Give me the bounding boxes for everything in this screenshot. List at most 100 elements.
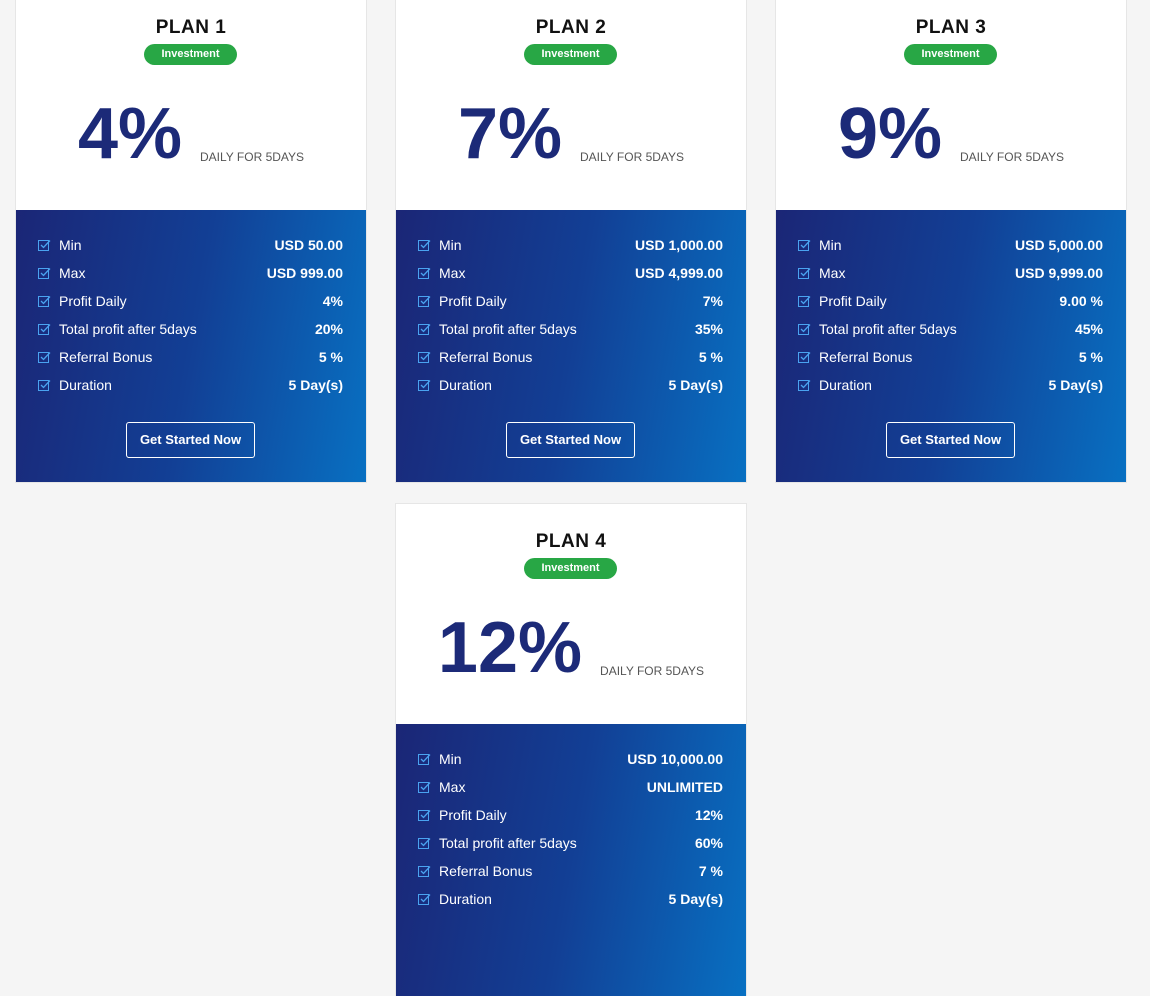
check-icon — [798, 351, 811, 363]
detail-label: Min — [439, 751, 462, 767]
detail-value: USD 50.00 — [274, 237, 343, 253]
detail-label: Duration — [819, 377, 872, 393]
detail-label: Profit Daily — [439, 807, 507, 823]
detail-value: 5 % — [698, 349, 723, 365]
detail-label: Total profit after 5days — [819, 321, 957, 337]
check-icon — [418, 379, 431, 391]
plan-card: PLAN 1 Investment 4% DAILY FOR 5DAYS Min USD … — [16, 0, 366, 482]
detail-label: Duration — [439, 377, 492, 393]
check-icon — [798, 267, 811, 279]
check-icon — [418, 239, 431, 251]
rate: 7% — [457, 94, 562, 174]
detail-label: Duration — [439, 891, 492, 907]
plan-card: PLAN 3 Investment 9% DAILY FOR 5DAYS Min USD … — [776, 0, 1126, 482]
detail-label: Min — [59, 237, 82, 253]
get-started-button[interactable]: Get Started Now — [506, 422, 635, 458]
check-icon — [418, 351, 431, 363]
get-started-button[interactable]: Get Started Now — [126, 422, 255, 458]
rate-row: 12% DAILY FOR 5DAYS — [396, 612, 746, 684]
detail-value: 12% — [694, 807, 723, 823]
detail-label: Max — [439, 265, 466, 281]
period: DAILY FOR 5DAYS — [960, 150, 1065, 164]
detail-label: Total profit after 5days — [439, 835, 577, 851]
detail-row: Profit Daily 7% — [418, 291, 723, 311]
check-icon — [798, 379, 811, 391]
detail-row: Total profit after 5days 35% — [418, 319, 723, 339]
detail-label: Referral Bonus — [59, 349, 153, 365]
rate: 4% — [77, 94, 182, 174]
check-icon — [418, 809, 431, 821]
detail-row: Referral Bonus 5 % — [418, 347, 723, 367]
plan-details: Min USD 5,000.00 Max USD 9,999.00 Profit Dai… — [776, 210, 1126, 482]
plan-details: Min USD 10,000.00 Max UNLIMITED Profit Daily… — [396, 724, 746, 996]
detail-label: Referral Bonus — [819, 349, 913, 365]
badge: Investment — [524, 44, 617, 65]
detail-value: 5 Day(s) — [288, 377, 343, 393]
check-icon — [38, 351, 51, 363]
plan-card: PLAN 2 Investment 7% DAILY FOR 5DAYS Min USD … — [396, 0, 746, 482]
detail-label: Max — [59, 265, 86, 281]
detail-row: Min USD 1,000.00 — [418, 235, 723, 255]
detail-value: 7% — [702, 293, 723, 309]
check-icon — [418, 781, 431, 793]
detail-label: Referral Bonus — [439, 349, 533, 365]
detail-label: Profit Daily — [439, 293, 507, 309]
check-icon — [418, 295, 431, 307]
check-icon — [38, 239, 51, 251]
detail-value: 4% — [322, 293, 343, 309]
check-icon — [418, 267, 431, 279]
plan-header: PLAN 2 Investment 7% DAILY FOR 5DAYS — [396, 0, 746, 210]
detail-row: Min USD 50.00 — [38, 235, 343, 255]
detail-row: Duration 5 Day(s) — [418, 375, 723, 395]
detail-label: Total profit after 5days — [439, 321, 577, 337]
plan-title: PLAN 2 — [535, 17, 607, 38]
detail-value: UNLIMITED — [646, 779, 723, 795]
check-icon — [38, 323, 51, 335]
detail-value: USD 999.00 — [266, 265, 343, 281]
detail-label: Max — [439, 779, 466, 795]
detail-row: Max UNLIMITED — [418, 777, 723, 797]
rate-row: 7% DAILY FOR 5DAYS — [396, 98, 746, 170]
detail-value: 7 % — [698, 863, 723, 879]
detail-row: Referral Bonus 5 % — [38, 347, 343, 367]
detail-label: Min — [439, 237, 462, 253]
detail-label: Duration — [59, 377, 112, 393]
detail-row: Max USD 999.00 — [38, 263, 343, 283]
get-started-button[interactable]: Get Started Now — [886, 422, 1015, 458]
period: DAILY FOR 5DAYS — [200, 150, 305, 164]
check-icon — [418, 893, 431, 905]
detail-label: Profit Daily — [819, 293, 887, 309]
detail-value: 60% — [694, 835, 723, 851]
rate-row: 4% DAILY FOR 5DAYS — [16, 98, 366, 170]
check-icon — [418, 753, 431, 765]
detail-row: Duration 5 Day(s) — [38, 375, 343, 395]
plan-title: PLAN 3 — [915, 17, 987, 38]
detail-value: 5 % — [1078, 349, 1103, 365]
detail-value: USD 1,000.00 — [635, 237, 723, 253]
detail-label: Profit Daily — [59, 293, 127, 309]
plan-details: Min USD 50.00 Max USD 999.00 Profit Daily 4% T… — [16, 210, 366, 482]
detail-value: 5 Day(s) — [668, 377, 723, 393]
detail-row: Duration 5 Day(s) — [798, 375, 1103, 395]
detail-row: Referral Bonus 7 % — [418, 861, 723, 881]
detail-label: Min — [819, 237, 842, 253]
plan-title: PLAN 4 — [535, 531, 607, 552]
detail-value: 5 Day(s) — [1048, 377, 1103, 393]
detail-value: 9.00 % — [1059, 293, 1103, 309]
detail-row: Duration 5 Day(s) — [418, 889, 723, 909]
detail-row: Profit Daily 9.00 % — [798, 291, 1103, 311]
detail-row: Max USD 4,999.00 — [418, 263, 723, 283]
badge: Investment — [144, 44, 237, 65]
detail-row: Max USD 9,999.00 — [798, 263, 1103, 283]
check-icon — [38, 379, 51, 391]
detail-value: USD 9,999.00 — [1015, 265, 1103, 281]
check-icon — [418, 323, 431, 335]
detail-label: Referral Bonus — [439, 863, 533, 879]
plan-details: Min USD 1,000.00 Max USD 4,999.00 Profit Dai… — [396, 210, 746, 482]
detail-row: Total profit after 5days 20% — [38, 319, 343, 339]
detail-label: Max — [819, 265, 846, 281]
rate: 12% — [437, 608, 583, 688]
detail-value: 20% — [314, 321, 343, 337]
page: PLAN 1 Investment 4% DAILY FOR 5DAYS Min USD … — [16, 0, 1126, 996]
plan-header: PLAN 1 Investment 4% DAILY FOR 5DAYS — [16, 0, 366, 210]
